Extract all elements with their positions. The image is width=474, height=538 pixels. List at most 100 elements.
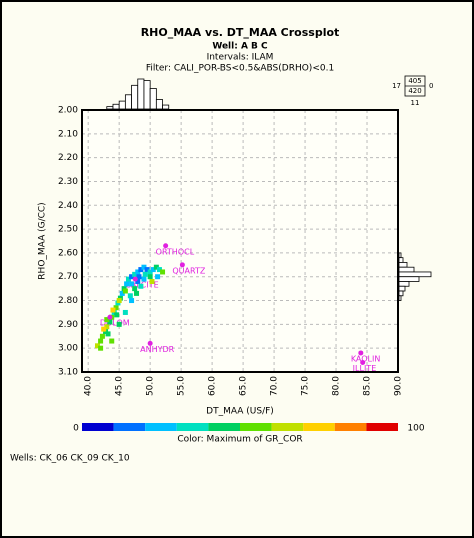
point: [127, 293, 133, 299]
plot-area: [82, 110, 398, 372]
subtitle: Intervals: ILAM: [207, 53, 274, 63]
colorbar-segment: [303, 423, 335, 431]
y-tick-label: 2.80: [58, 296, 78, 306]
y-hist-bar: [398, 266, 415, 273]
x-tick-label: 40.0: [84, 376, 94, 396]
point: [147, 274, 153, 280]
x-hist-bar: [137, 78, 145, 110]
point: [116, 321, 122, 327]
x-hist-bar: [131, 84, 139, 110]
mineral-point: [358, 350, 364, 356]
point: [113, 305, 119, 311]
mineral-point: [107, 314, 113, 320]
point: [125, 276, 131, 282]
y-tick-label: 2.70: [58, 272, 78, 282]
corner-count: 0: [429, 82, 433, 90]
point: [153, 264, 159, 270]
x-tick-label: 55.0: [177, 376, 187, 396]
mineral-label: QUARTZ: [172, 266, 205, 275]
colorbar-segment: [334, 423, 367, 431]
y-tick-label: 2.50: [58, 225, 78, 235]
x-hist-bar: [118, 100, 126, 110]
point: [144, 267, 150, 273]
colorbar-segment: [271, 423, 304, 431]
color-label: Color: Maximum of GR_COR: [177, 435, 302, 445]
colorbar-segment: [82, 423, 114, 431]
point: [109, 338, 115, 344]
mineral-point: [360, 359, 366, 365]
point: [135, 278, 141, 284]
x-axis-label: DT_MAA (US/F): [206, 407, 274, 417]
colorbar-segment: [176, 423, 209, 431]
point: [138, 283, 144, 289]
y-tick-label: 2.90: [58, 320, 78, 330]
mineral-point: [179, 262, 185, 268]
x-hist-bar: [149, 88, 157, 110]
y-tick-label: 2.40: [58, 201, 78, 211]
point: [114, 312, 120, 318]
x-hist-bar: [143, 80, 151, 110]
mineral-label: DOLOM: [100, 319, 130, 328]
y-tick-label: 2.00: [58, 106, 78, 116]
point: [150, 267, 156, 273]
point: [138, 267, 144, 273]
point: [116, 298, 122, 304]
x-tick-label: 60.0: [208, 376, 218, 396]
mineral-label: ILLITE: [353, 364, 377, 373]
point: [135, 269, 141, 275]
point: [107, 319, 113, 325]
y-hist-bar: [398, 257, 404, 263]
point: [132, 286, 138, 292]
corner-count: 17: [392, 82, 401, 90]
x-tick-label: 50.0: [146, 376, 156, 396]
subtitle: Filter: CALI_POR-BS<0.5&ABS(DRHO)<0.1: [146, 64, 334, 74]
x-hist-bar: [112, 103, 120, 110]
point: [104, 324, 110, 330]
point: [105, 331, 111, 337]
point: [142, 271, 148, 277]
y-hist-bar: [398, 290, 404, 297]
x-hist-bar: [106, 106, 114, 110]
chart-title: RHO_MAA vs. DT_MAA Crossplot: [141, 26, 340, 39]
mineral-point: [163, 243, 169, 249]
x-hist-bar: [155, 99, 163, 110]
point: [156, 267, 162, 273]
y-tick-label: 2.20: [58, 153, 78, 163]
mineral-label: ORTHOCL: [156, 247, 195, 256]
mineral-label: ANHYDR: [140, 345, 175, 354]
y-tick-label: 3.10: [58, 368, 78, 378]
colorbar-tick-label: 0: [73, 424, 79, 434]
y-tick-label: 2.10: [58, 129, 78, 139]
y-axis-label: RHO_MAA (G/CC): [38, 202, 48, 279]
x-tick-label: 65.0: [239, 376, 249, 396]
corner-count: 11: [411, 99, 420, 107]
subtitle: Well: A B C: [212, 42, 268, 52]
y-hist-bar: [398, 281, 410, 287]
point: [98, 345, 104, 351]
y-hist-bar: [398, 262, 408, 268]
x-tick-label: 75.0: [301, 376, 311, 396]
point: [94, 343, 100, 349]
colorbar-segment: [145, 423, 177, 431]
x-tick-label: 90.0: [394, 376, 404, 396]
point: [129, 298, 135, 304]
point: [110, 307, 116, 313]
x-tick-label: 70.0: [270, 376, 280, 396]
point: [101, 326, 107, 332]
y-tick-label: 2.30: [58, 177, 78, 187]
point: [122, 309, 128, 315]
mineral-point: [132, 276, 138, 282]
wells-label: Wells: CK_06 CK_09 CK_10: [10, 454, 130, 464]
mineral-label: KAOLIN: [351, 354, 381, 363]
point: [149, 278, 155, 284]
y-tick-label: 2.60: [58, 248, 78, 258]
y-tick-label: 3.00: [58, 344, 78, 354]
point: [136, 274, 142, 280]
corner-count: 405: [408, 77, 421, 85]
y-hist-bar: [398, 271, 432, 278]
y-hist-bar: [398, 285, 406, 292]
point: [141, 276, 147, 282]
point: [99, 333, 105, 339]
colorbar-segment: [113, 423, 146, 431]
